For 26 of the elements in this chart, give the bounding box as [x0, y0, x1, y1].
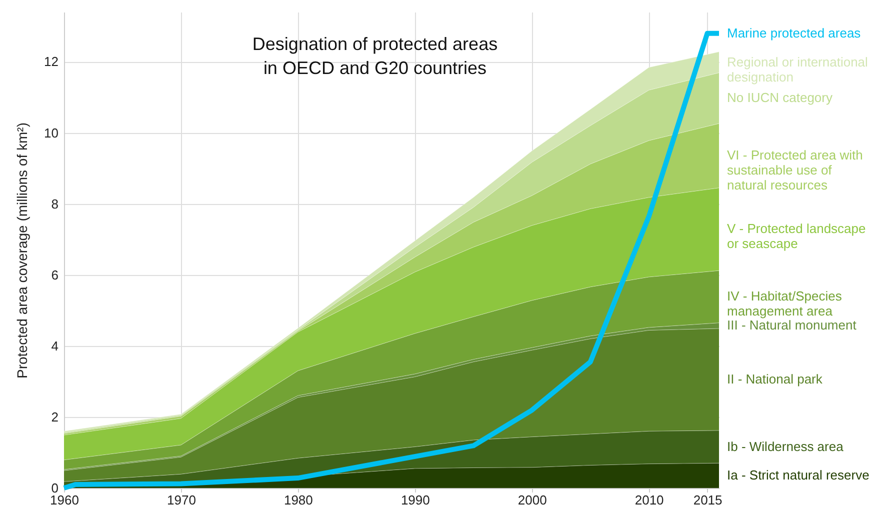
series-label: Ia - Strict natural reserve: [727, 468, 870, 483]
series-label: IV - Habitat/Species management area: [727, 288, 842, 319]
y-tick-label: 6: [51, 267, 58, 282]
y-tick-label: 0: [51, 480, 58, 496]
x-tick-label: 2015: [693, 492, 722, 508]
series-label: Regional or international designation: [727, 54, 868, 84]
y-tick-label: 2: [51, 409, 58, 424]
y-tick-label: 8: [51, 196, 58, 212]
y-tick-label: 12: [44, 54, 58, 70]
y-tick-label: 4: [51, 338, 58, 354]
series-label: V - Protected landscape or seascape: [727, 221, 866, 252]
x-tick-label: 2000: [518, 492, 547, 508]
text: Designation of protected areas in OECD and G20 countries: [252, 34, 498, 78]
x-tick-label: 1970: [167, 492, 196, 508]
x-tick-label: 2010: [634, 492, 664, 508]
y-axis-title: Protected area coverage (millions of km²): [14, 122, 30, 378]
y-tick-label: 10: [44, 125, 58, 140]
series-label: VI - Protected area with sustainable use of natural resources: [727, 148, 863, 193]
series-label: Marine protected areas: [727, 25, 862, 40]
x-tick-label: 1960: [50, 492, 79, 508]
x-tick-label: 1980: [284, 492, 313, 508]
x-tick-label: 1990: [400, 492, 430, 508]
series-label: Ib - Wilderness area: [727, 438, 844, 454]
series-label: No IUCN category: [727, 90, 833, 106]
series-label: III - Natural monument: [727, 318, 857, 333]
series-label: II - National park: [727, 371, 823, 386]
